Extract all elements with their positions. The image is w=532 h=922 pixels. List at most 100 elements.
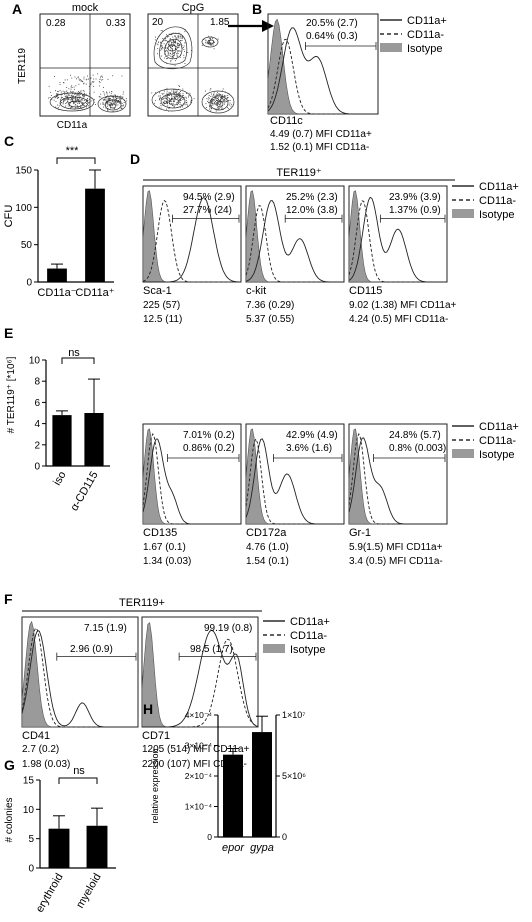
cpg-dot — [215, 97, 217, 98]
cpg-dot — [221, 107, 223, 109]
mock-dot — [86, 99, 88, 100]
cpg-dot — [177, 43, 178, 45]
mock-dot — [66, 93, 68, 95]
legend-b: CD11a+ CD11a- Isotype — [380, 15, 447, 55]
mock-dot — [90, 84, 92, 86]
chart-c: 0 50 100 150 CD11a⁻CD11a⁺ — [15, 157, 115, 299]
cpg-dot — [175, 35, 176, 37]
mock-dot — [112, 96, 114, 97]
mock-dot — [77, 99, 79, 101]
cpg-dot — [212, 44, 214, 46]
d-marker-3: CD135 — [143, 527, 177, 539]
panel-letter-e: E — [4, 325, 13, 341]
mock-dot — [67, 95, 69, 97]
mock-dot — [60, 102, 62, 104]
mock-dot — [114, 94, 116, 96]
panel-letter-d: D — [130, 151, 140, 167]
mock-dot — [98, 85, 100, 87]
cpg-dot — [210, 108, 212, 110]
panel-a: A mock CpG 0.28 0.33 20 1.85 TER119 — [12, 1, 274, 131]
mock-dot — [120, 98, 121, 100]
mock-dot — [83, 104, 84, 106]
legend-isotype-label: Isotype — [479, 209, 514, 221]
cpg-dot — [160, 42, 161, 44]
cpg-dot — [158, 99, 160, 101]
mock-dot — [122, 105, 124, 107]
mock-dot — [106, 103, 108, 104]
cpg-dot — [168, 52, 170, 54]
mock-dot — [75, 94, 77, 96]
cpg-dot — [156, 43, 158, 45]
cpg-dot — [164, 90, 165, 92]
cpg-dot — [173, 52, 175, 54]
cpg-dot — [159, 92, 160, 94]
cpg-dot — [165, 103, 167, 104]
cpg-dot — [171, 39, 173, 41]
cpg-dot — [173, 42, 175, 43]
mock-dot — [67, 101, 69, 102]
mock-dot — [66, 101, 68, 103]
mock-dot — [100, 93, 102, 95]
cpg-dot — [161, 46, 163, 48]
mock-dot — [126, 100, 128, 102]
d-marker-0: Sca-1 — [143, 285, 172, 297]
mock-dot — [88, 78, 89, 80]
mock-dot — [108, 104, 110, 106]
panel-letter-g: G — [4, 757, 15, 773]
mock-dot — [71, 98, 72, 100]
cpg-dot — [216, 102, 218, 104]
mock-dot — [71, 85, 73, 87]
mock-dot — [61, 97, 63, 99]
y-tick-label: 100 — [15, 203, 32, 214]
mock-dot — [67, 98, 69, 100]
mock-dot — [86, 78, 88, 80]
mock-dot — [79, 101, 81, 103]
panel-c: C CFU 0 50 100 150 CD11a⁻CD11a⁺ *** — [3, 133, 115, 299]
mock-dot — [75, 97, 76, 98]
mock-dotplot-frame — [39, 13, 131, 117]
b-pct-neg: 0.64% (0.3) — [306, 31, 358, 42]
f-hist-0-isotype-curve — [21, 620, 138, 728]
cpg-dot — [211, 103, 213, 105]
mock-dot — [81, 90, 83, 92]
cpg-dot — [221, 90, 223, 92]
mock-dot — [61, 94, 63, 95]
panel-letter-f: F — [4, 591, 13, 607]
cpg-dot — [166, 99, 168, 101]
legend-d-top: CD11a+ CD11a- Isotype — [452, 181, 519, 221]
mock-dot — [95, 104, 96, 105]
mock-dot — [72, 97, 73, 98]
cpg-dot — [221, 98, 222, 100]
cpg-dot — [182, 92, 184, 94]
mock-dot — [68, 93, 70, 95]
cpg-dot — [223, 95, 225, 97]
mock-dot — [117, 101, 119, 103]
cpg-q1: 20 — [152, 17, 164, 28]
cpg-dot — [179, 102, 181, 104]
cpg-dot — [228, 104, 230, 106]
cpg-dot — [183, 57, 185, 59]
cpg-dot — [221, 97, 222, 99]
mock-dot — [83, 95, 85, 97]
mock-dot — [70, 88, 72, 90]
bar-0 — [48, 828, 70, 868]
cpg-dot — [162, 101, 164, 103]
cpg-dot — [178, 32, 180, 34]
mock-dot — [106, 102, 108, 104]
mock-dot — [65, 102, 67, 104]
cpg-dot — [164, 57, 165, 59]
d-mfi-pos-1: 7.36 (0.29) — [246, 300, 294, 311]
mock-dot — [115, 100, 117, 102]
mock-dot — [65, 96, 67, 98]
mock-dot — [74, 76, 76, 78]
mock-dot — [114, 96, 116, 98]
cpg-dot — [166, 102, 168, 103]
mock-dot — [83, 105, 85, 107]
cpg-dot — [219, 95, 221, 96]
mock-dot — [122, 97, 124, 99]
cpg-dot — [151, 92, 153, 94]
cpg-dot — [158, 95, 160, 97]
cpg-dot — [170, 101, 172, 102]
cpg-dot — [203, 39, 205, 40]
